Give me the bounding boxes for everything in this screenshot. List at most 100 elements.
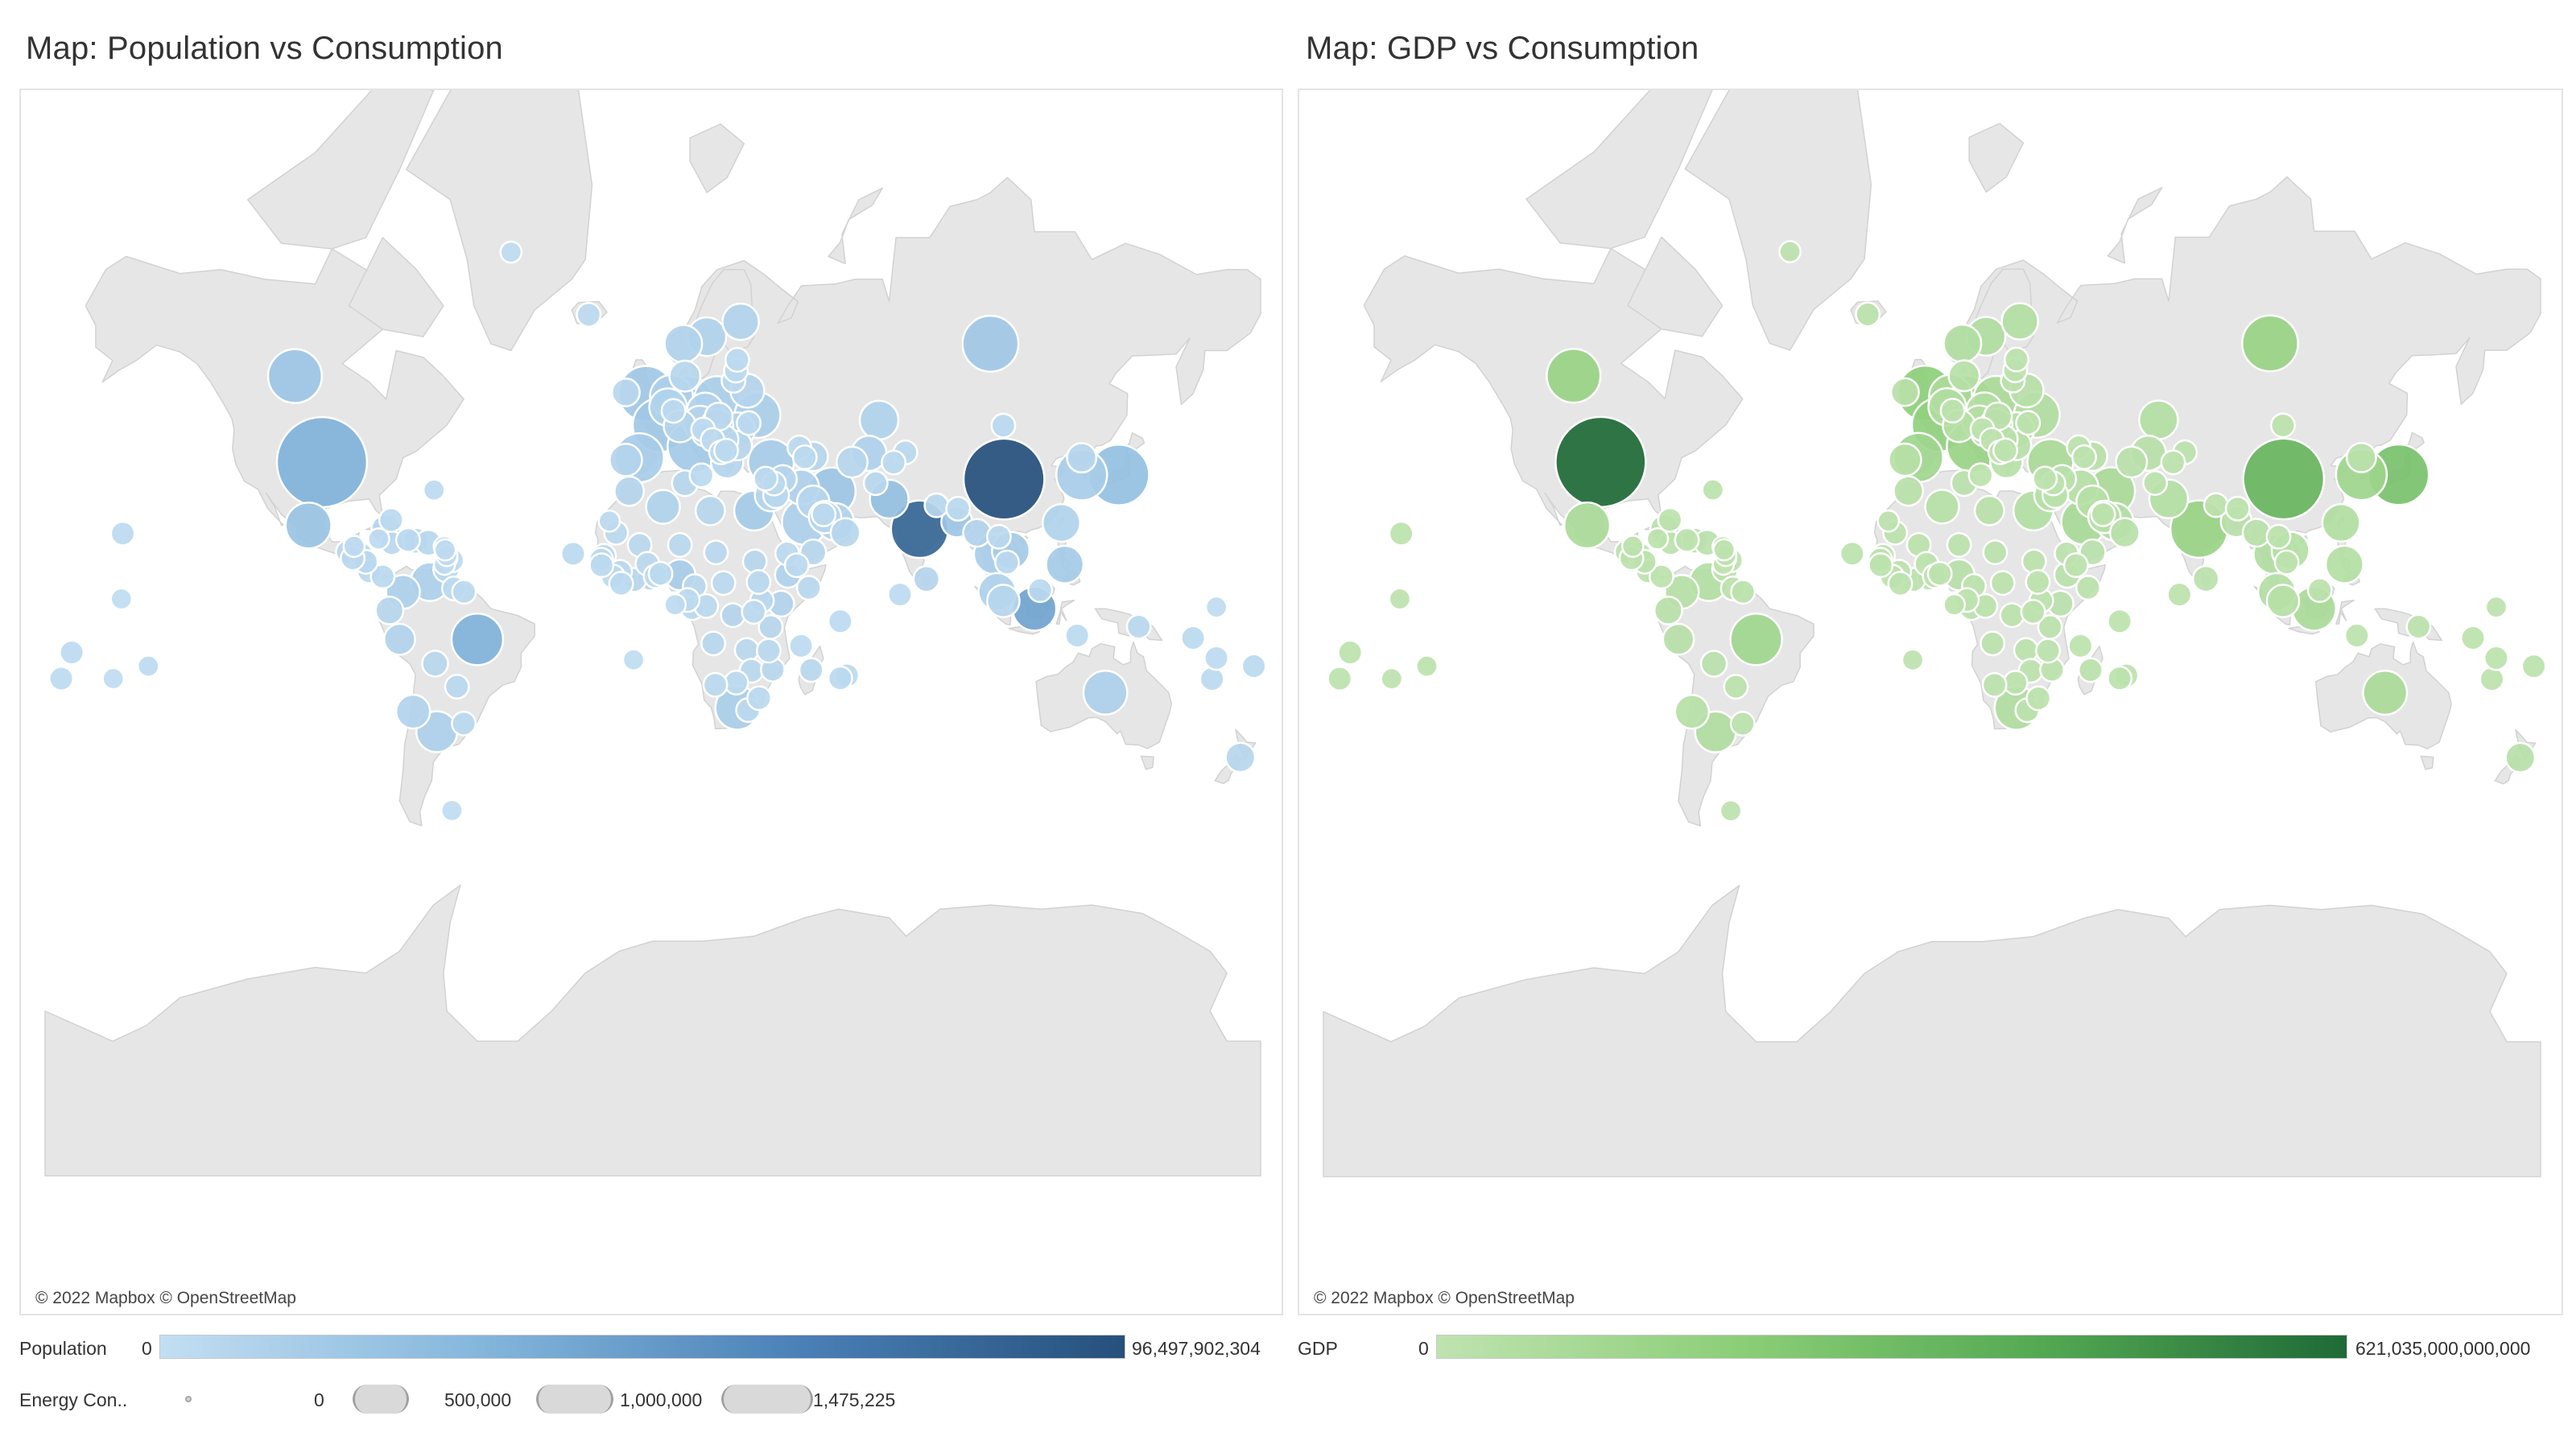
gdp-map-bubble[interactable] — [2270, 412, 2296, 439]
population-map-canvas[interactable] — [21, 90, 1283, 1315]
population-map-bubble[interactable] — [783, 552, 810, 579]
population-map-bubble[interactable] — [746, 685, 773, 712]
gdp-map-bubble[interactable] — [1415, 654, 1439, 678]
gdp-map-bubble[interactable] — [2191, 564, 2220, 593]
population-map-bubble[interactable] — [560, 540, 586, 567]
gdp-map-bubble[interactable] — [1868, 552, 1894, 579]
gdp-map-bubble[interactable] — [1889, 377, 1920, 407]
gdp-map-bubble[interactable] — [1887, 571, 1913, 597]
gdp-map-bubble[interactable] — [2166, 581, 2193, 608]
population-map-bubble[interactable] — [1041, 503, 1082, 543]
population-map[interactable]: © 2022 Mapbox © OpenStreetMap — [19, 89, 1283, 1315]
gdp-map-bubble[interactable] — [1942, 324, 1983, 364]
population-map-bubble[interactable] — [284, 502, 332, 550]
population-map-bubble[interactable] — [811, 502, 837, 527]
gdp-map-bubble[interactable] — [2107, 608, 2133, 634]
population-map-bubble[interactable] — [858, 399, 900, 441]
population-map-bubble[interactable] — [1082, 669, 1129, 716]
population-map-bubble[interactable] — [985, 523, 1012, 550]
population-map-bubble[interactable] — [609, 443, 643, 477]
gdp-map-bubble[interactable] — [2241, 518, 2272, 548]
gdp-map-bubble[interactable] — [2071, 444, 2097, 470]
gdp-map-bubble[interactable] — [1981, 671, 2008, 698]
gdp-map-bubble[interactable] — [1380, 667, 1404, 691]
gdp-map-bubble[interactable] — [1620, 535, 1645, 558]
gdp-map-bubble[interactable] — [2479, 666, 2505, 692]
population-map-bubble[interactable] — [961, 315, 1020, 373]
population-map-bubble[interactable] — [663, 324, 704, 364]
gdp-map-bubble[interactable] — [1712, 538, 1736, 562]
population-map-bubble[interactable] — [647, 560, 674, 587]
gdp-map-bubble[interactable] — [2504, 741, 2537, 774]
gdp-map-bubble[interactable] — [1901, 648, 1925, 672]
population-map-bubble[interactable] — [836, 445, 869, 479]
population-map-bubble[interactable] — [990, 412, 1017, 439]
population-map-bubble[interactable] — [827, 608, 853, 634]
gdp-map-bubble[interactable] — [1989, 570, 2016, 597]
population-map-bubble[interactable] — [663, 592, 687, 617]
population-map-bubble[interactable] — [610, 378, 641, 407]
population-map-bubble[interactable] — [720, 602, 746, 629]
population-map-bubble[interactable] — [668, 359, 702, 393]
population-map-bubble[interactable] — [597, 509, 621, 533]
population-map-bubble[interactable] — [912, 564, 941, 593]
population-map-bubble[interactable] — [576, 302, 602, 328]
gdp-map-bubble[interactable] — [1546, 348, 1602, 404]
population-map-bubble[interactable] — [788, 633, 815, 659]
population-map-bubble[interactable] — [266, 348, 324, 404]
population-map-bubble[interactable] — [374, 595, 405, 625]
population-map-bubble[interactable] — [1199, 666, 1225, 692]
gdp-map-bubble[interactable] — [2013, 637, 2039, 663]
population-map-bubble[interactable] — [1125, 613, 1152, 640]
gdp-map-bubble[interactable] — [1729, 612, 1783, 667]
population-map-bubble[interactable] — [986, 584, 1021, 618]
population-map-bubble[interactable] — [1066, 442, 1098, 474]
population-map-bubble[interactable] — [645, 489, 681, 525]
gdp-map-bubble[interactable] — [2241, 314, 2299, 373]
gdp-map-bubble[interactable] — [2321, 502, 2361, 543]
population-map-bubble[interactable] — [275, 415, 369, 509]
population-map-bubble[interactable] — [741, 599, 767, 625]
gdp-map-bubble[interactable] — [1967, 462, 1994, 489]
gdp-map-bubble[interactable] — [1657, 506, 1683, 533]
gdp-map-bubble[interactable] — [2078, 657, 2103, 683]
gdp-map-bubble[interactable] — [1939, 398, 1966, 424]
gdp-map-bubble[interactable] — [1729, 711, 1756, 737]
gdp-map-bubble[interactable] — [1563, 502, 1612, 550]
population-map-bubble[interactable] — [1180, 625, 1207, 651]
gdp-map-bubble[interactable] — [2265, 584, 2301, 618]
gdp-map-bubble[interactable] — [2115, 445, 2149, 479]
population-map-bubble[interactable] — [451, 579, 477, 605]
population-map-bubble[interactable] — [378, 507, 404, 533]
population-map-bubble[interactable] — [733, 637, 760, 663]
gdp-map-bubble[interactable] — [2484, 595, 2508, 619]
population-map-bubble[interactable] — [613, 475, 646, 507]
population-map-bubble[interactable] — [1224, 741, 1257, 774]
gdp-map-bubble[interactable] — [2020, 599, 2046, 625]
population-map-bubble[interactable] — [694, 494, 726, 526]
gdp-map-bubble[interactable] — [1337, 639, 1364, 666]
gdp-map-bubble[interactable] — [2520, 653, 2547, 679]
gdp-map-bubble[interactable] — [1888, 442, 1922, 477]
gdp-map-bubble[interactable] — [1855, 301, 1881, 328]
population-map-bubble[interactable] — [741, 548, 768, 575]
gdp-map-bubble[interactable] — [1674, 693, 1711, 730]
gdp-map-bubble[interactable] — [1992, 437, 2019, 464]
gdp-map[interactable]: © 2022 Mapbox © OpenStreetMap — [1298, 89, 2563, 1315]
population-map-bubble[interactable] — [791, 444, 818, 471]
gdp-map-bubble[interactable] — [2202, 492, 2229, 518]
population-map-bubble[interactable] — [710, 570, 737, 597]
gdp-map-bubble[interactable] — [2075, 575, 2101, 601]
gdp-map-bubble[interactable] — [2160, 449, 2186, 476]
gdp-map-bubble[interactable] — [2224, 495, 2251, 522]
gdp-map-canvas[interactable] — [1299, 90, 2563, 1315]
gdp-map-bubble[interactable] — [2405, 613, 2432, 640]
population-map-bubble[interactable] — [1064, 622, 1091, 649]
population-map-bubble[interactable] — [621, 648, 646, 671]
gdp-map-bubble[interactable] — [2273, 549, 2300, 576]
population-map-bubble[interactable] — [1203, 645, 1230, 671]
gdp-map-bubble[interactable] — [2306, 577, 2333, 604]
population-map-bubble[interactable] — [48, 666, 75, 691]
gdp-map-bubble[interactable] — [1982, 539, 2008, 566]
gdp-map-bubble[interactable] — [2345, 441, 2377, 473]
